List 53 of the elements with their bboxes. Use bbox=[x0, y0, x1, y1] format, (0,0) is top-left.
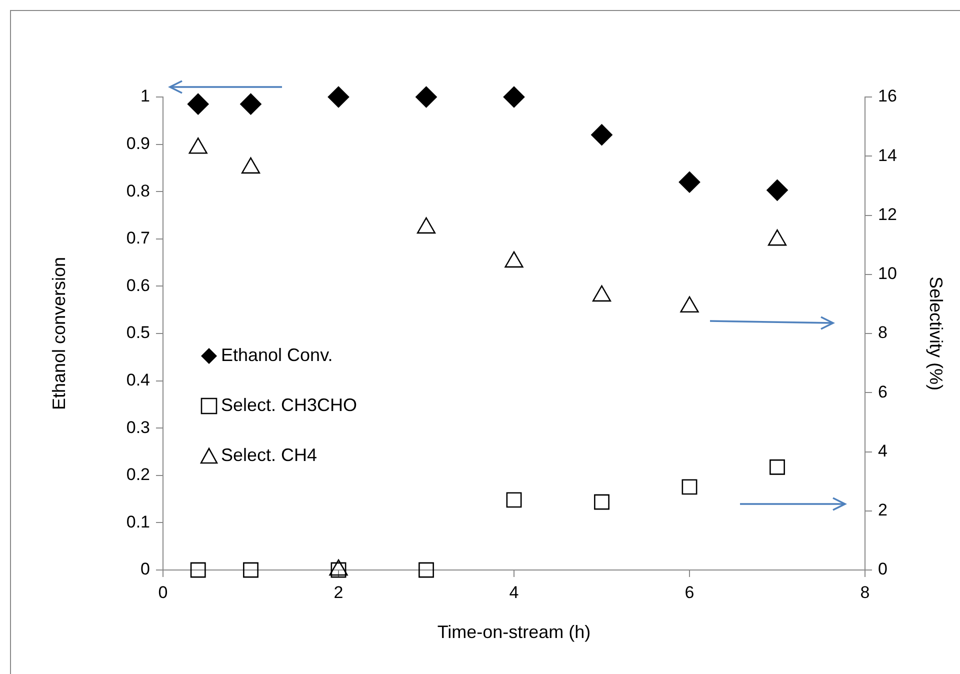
y-tick-label: 0.1 bbox=[126, 512, 150, 532]
legend-label: Select. CH3CHO bbox=[221, 395, 358, 416]
point bbox=[506, 492, 522, 508]
point bbox=[678, 171, 700, 193]
point bbox=[503, 86, 525, 108]
x-tick-label: 4 bbox=[509, 582, 519, 602]
point bbox=[592, 285, 612, 302]
y2-tick-label: 8 bbox=[878, 323, 888, 342]
y-tick-label: 0 bbox=[140, 560, 150, 579]
point bbox=[594, 494, 610, 510]
y-tick-label: 0.8 bbox=[126, 181, 150, 200]
y2-tick-label: 2 bbox=[878, 500, 888, 520]
y-tick-label: 0.9 bbox=[126, 134, 150, 153]
y-tick-label: 0.7 bbox=[126, 228, 150, 248]
x-tick-label: 2 bbox=[334, 582, 344, 602]
legend-label: Ethanol Conv. bbox=[221, 345, 333, 366]
legend-label: Select. CH4 bbox=[221, 445, 318, 466]
point bbox=[766, 180, 788, 201]
y2-axis-title: Selectivity (%) bbox=[926, 276, 946, 391]
y-tick-label: 0.2 bbox=[126, 465, 150, 484]
point bbox=[243, 562, 258, 578]
point bbox=[241, 157, 260, 174]
point bbox=[770, 459, 785, 475]
y2-tick-label: 0 bbox=[878, 560, 888, 579]
point bbox=[416, 217, 436, 234]
y2-tick-label: 4 bbox=[878, 441, 888, 460]
point bbox=[187, 93, 209, 115]
x-tick-label: 6 bbox=[684, 582, 694, 602]
point bbox=[328, 86, 350, 108]
y-axis-title: Ethanol conversion bbox=[48, 256, 69, 410]
y2-tick-label: 12 bbox=[878, 204, 897, 224]
y2-tick-label: 6 bbox=[878, 382, 888, 402]
y-tick-label: 1 bbox=[140, 86, 150, 106]
y2-tick-label: 14 bbox=[878, 146, 897, 165]
y-tick-label: 0.4 bbox=[126, 370, 150, 390]
point bbox=[416, 86, 437, 108]
point bbox=[680, 296, 699, 313]
y-tick-label: 0.6 bbox=[126, 276, 150, 295]
x-tick-label: 0 bbox=[158, 582, 168, 602]
x-axis-title: Time-on-stream (h) bbox=[437, 622, 591, 642]
point bbox=[504, 251, 524, 268]
point bbox=[682, 479, 698, 495]
point bbox=[591, 124, 612, 146]
y-tick-label: 0.5 bbox=[126, 323, 150, 342]
point bbox=[190, 562, 206, 578]
y2-tick-label: 16 bbox=[878, 86, 897, 106]
point bbox=[188, 137, 208, 154]
y-tick-label: 0.3 bbox=[126, 418, 150, 437]
point bbox=[240, 93, 262, 115]
y2-tick-label: 10 bbox=[878, 264, 897, 284]
point bbox=[768, 229, 787, 246]
x-tick-label: 8 bbox=[860, 582, 870, 602]
point bbox=[418, 562, 434, 578]
